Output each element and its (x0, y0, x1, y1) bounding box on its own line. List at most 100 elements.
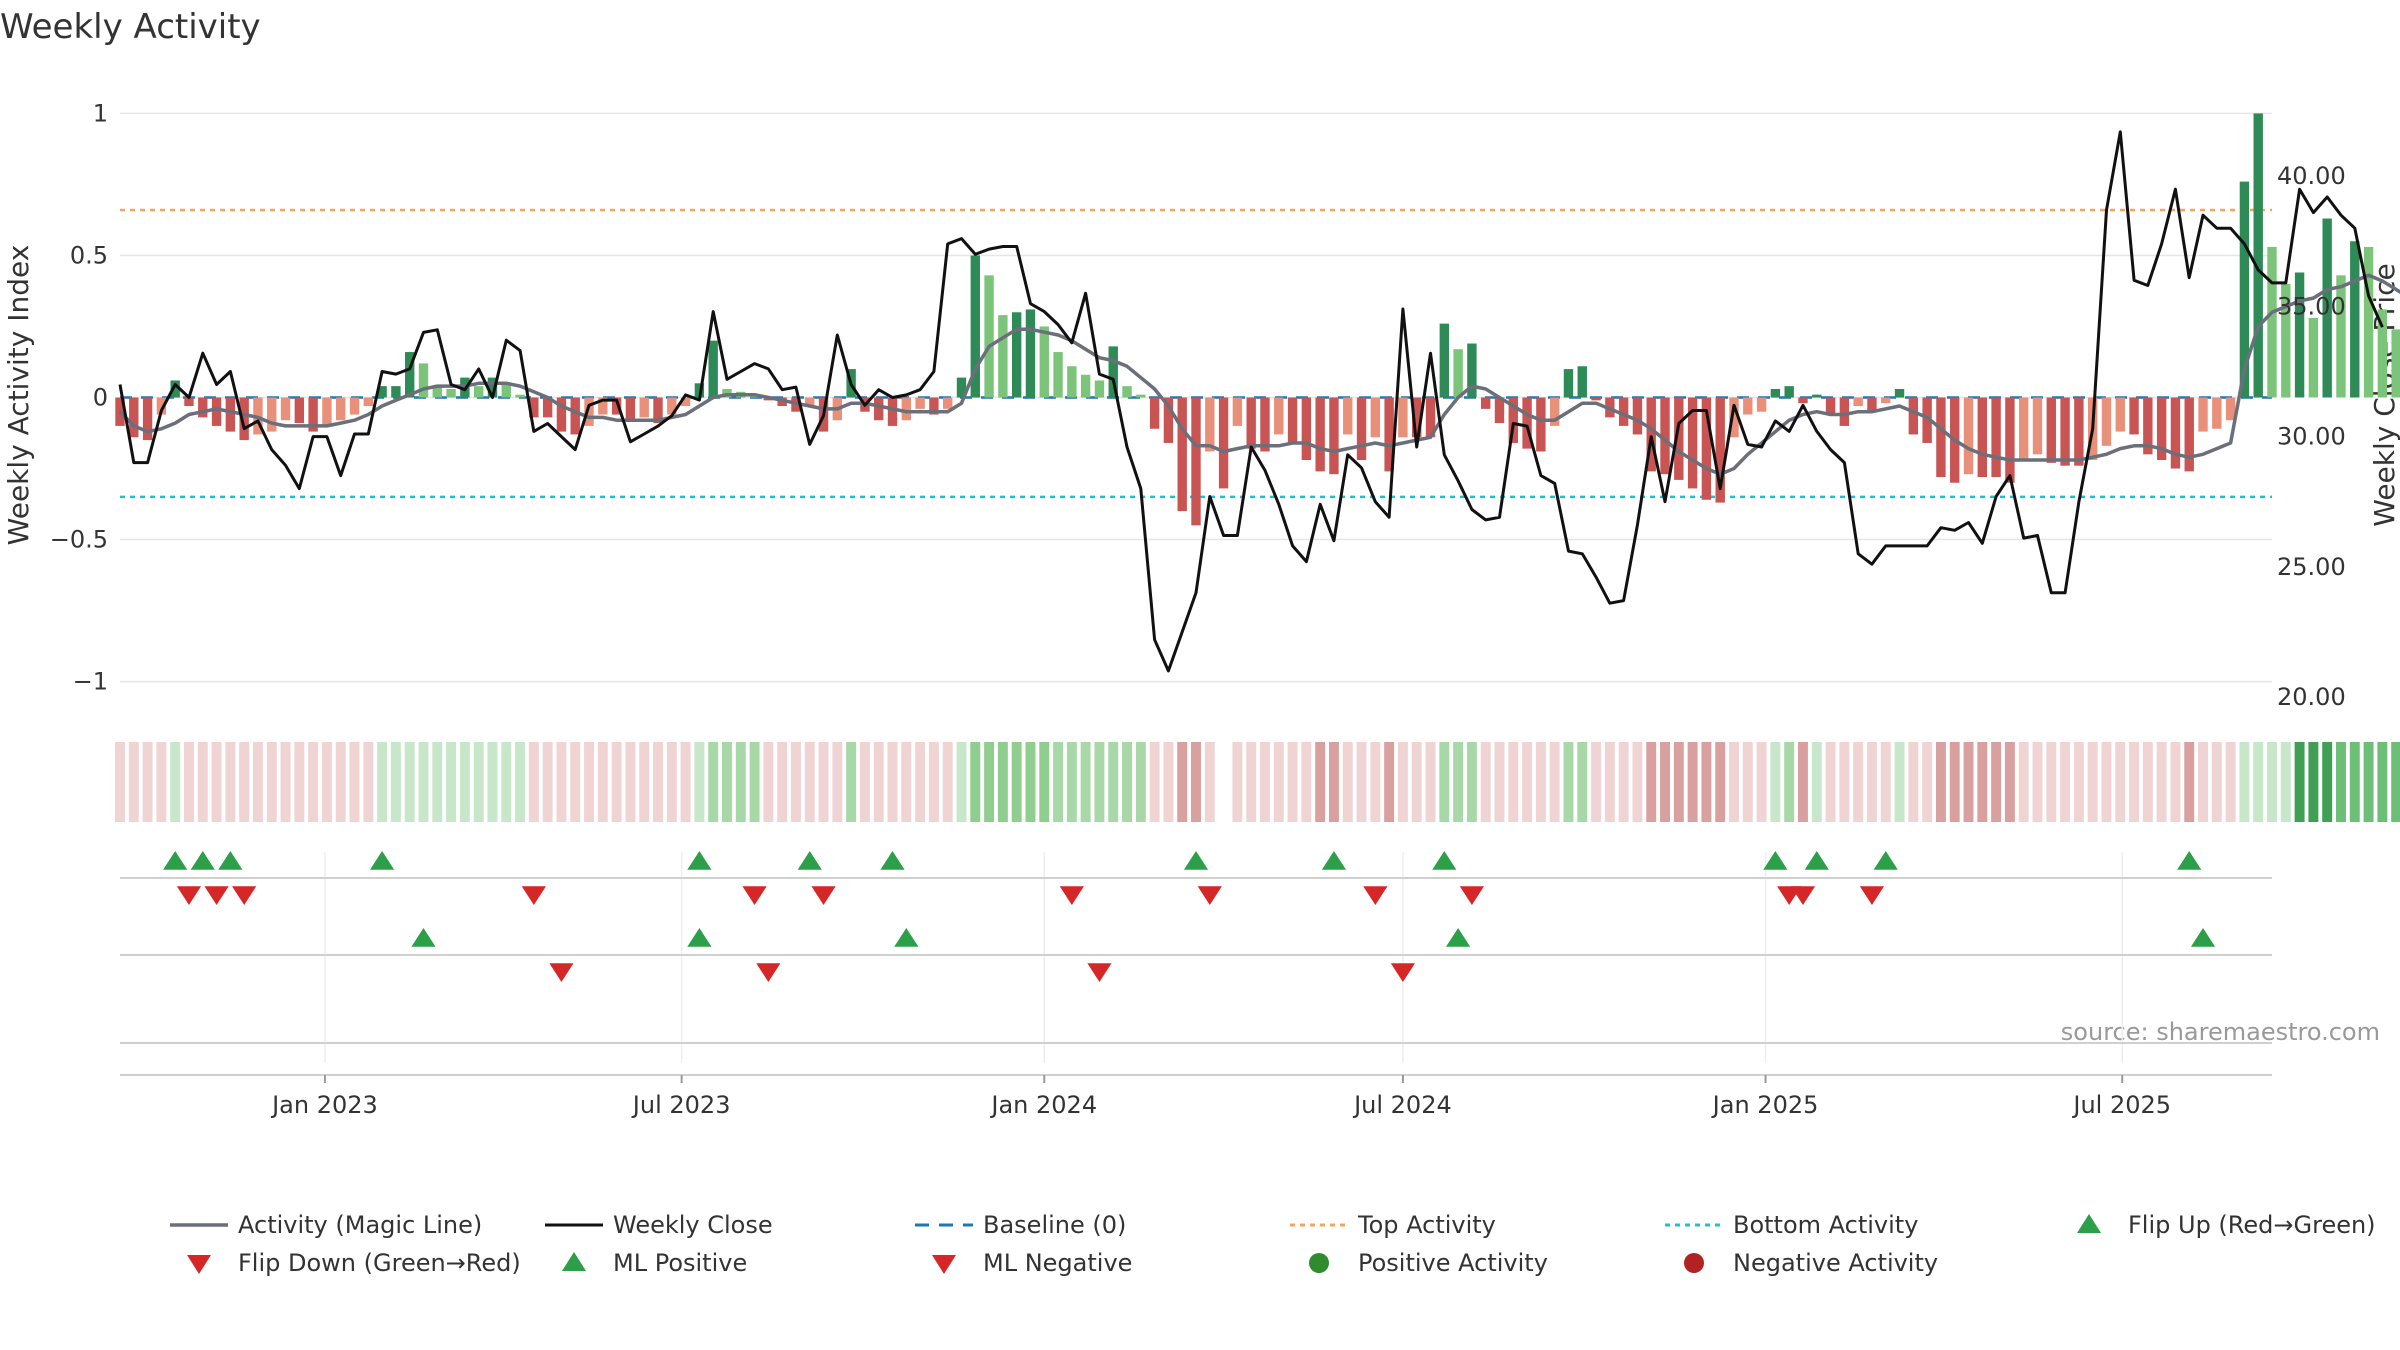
ribbon-cell (1204, 742, 1215, 822)
activity-bar (1122, 386, 1132, 398)
flip-down-marker (1790, 886, 1816, 905)
ribbon-cell (1949, 742, 1960, 822)
activity-bar (1522, 397, 1532, 449)
ribbon-cell (1425, 742, 1436, 822)
ml-up-marker (2190, 928, 2216, 947)
flip-up-marker (687, 851, 712, 870)
activity-bar (708, 340, 718, 398)
activity-bar (2143, 397, 2153, 455)
source-label: source: sharemaestro.com (2061, 1018, 2380, 1046)
activity-bar (1191, 397, 1201, 526)
activity-bar (363, 397, 373, 407)
activity-bar (2101, 397, 2112, 446)
ribbon-cell (749, 742, 760, 822)
ribbon-cell (1011, 742, 1022, 822)
ribbon-cell (128, 742, 139, 822)
activity-bar (1632, 397, 1643, 435)
activity-bar (1922, 397, 1932, 443)
flip-down-marker (1859, 886, 1885, 905)
legend-label: Activity (Magic Line) (238, 1211, 482, 1239)
activity-bar (515, 394, 525, 398)
ribbon-cell (777, 742, 788, 822)
activity-bar (2350, 241, 2360, 398)
ribbon-cell (887, 742, 898, 822)
flip-down-marker (232, 886, 257, 905)
activity-bar (267, 397, 277, 432)
activity-bar (625, 397, 636, 421)
flip-down-marker (176, 886, 202, 905)
ribbon-cell (225, 742, 236, 822)
ribbon-cell (1908, 742, 1919, 822)
legend-swatch (562, 1252, 586, 1271)
ribbon-cell (570, 742, 581, 822)
activity-bar (1977, 397, 1987, 478)
ribbon-cell (294, 742, 305, 822)
ribbon-cell (2267, 742, 2277, 822)
ribbon-cell (390, 742, 401, 822)
ribbon-cell (1384, 742, 1395, 822)
ml-down-marker (1390, 963, 1416, 982)
activity-bar (1908, 397, 1919, 435)
ribbon-cell (956, 742, 967, 822)
y-axis-left-title: Weekly Activity Index (2, 245, 35, 546)
activity-bar (1329, 397, 1339, 475)
ribbon-cell (1508, 742, 1519, 822)
flip-up-marker (1873, 851, 1898, 870)
ribbon-cell (1273, 742, 1284, 822)
activity-bar (1205, 397, 1215, 452)
activity-bar (2267, 246, 2277, 398)
ribbon-cell (984, 742, 995, 822)
ribbon-cell (363, 742, 374, 822)
ml-down-marker (549, 963, 574, 982)
ribbon-cell (1687, 742, 1698, 822)
ribbon-cell (942, 742, 953, 822)
x-tick-label: Jan 2024 (989, 1091, 1097, 1119)
activity-bar (1591, 397, 1601, 401)
ribbon-cell (1232, 742, 1243, 822)
activity-bar (984, 275, 994, 398)
ribbon-cell (1356, 742, 1367, 822)
activity-bar (2184, 397, 2194, 472)
ribbon-cell (2184, 742, 2195, 822)
legend-item: Baseline (0) (915, 1211, 1126, 1239)
activity-bar (970, 255, 980, 398)
ribbon-cell (515, 742, 526, 822)
activity-bar (1467, 343, 1477, 398)
flip-up-marker (1321, 851, 1347, 870)
series-lines (118, 130, 2400, 673)
activity-bar (2170, 397, 2181, 469)
ribbon-cell (1439, 742, 1450, 822)
activity-bar (2115, 397, 2125, 432)
activity-bar (874, 397, 884, 421)
activity-bars (115, 113, 2400, 526)
activity-bar (2239, 181, 2250, 398)
activity-bar (2225, 397, 2236, 421)
ribbon-cell (1494, 742, 1505, 822)
ribbon-cell (846, 742, 857, 822)
ribbon-cell (2363, 742, 2374, 822)
ribbon-cell (239, 742, 250, 822)
ribbon-cell (446, 742, 457, 822)
activity-bar (1577, 366, 1587, 398)
activity-bar (377, 386, 387, 398)
x-tick-label: Jul 2023 (631, 1091, 731, 1119)
x-axis: Jan 2023 Jul 2023 Jan 2024 Jul 2024 Jan 2025… (120, 1074, 2272, 1119)
activity-bar (2129, 397, 2139, 435)
ribbon-cell (2239, 742, 2250, 822)
ml-down-marker (756, 963, 781, 982)
flip-down-marker (1197, 886, 1222, 905)
ribbon-cell (2377, 742, 2388, 822)
ribbon-cell (639, 742, 650, 822)
ribbon-cell (1301, 742, 1312, 822)
activity-bar (1991, 397, 2001, 478)
activity-bar (1136, 394, 1146, 398)
activity-bar (1343, 397, 1353, 435)
activity-bar (1963, 397, 1974, 475)
activity-bar (1825, 397, 1836, 415)
activity-bar (1011, 312, 1022, 398)
activity-bar (2212, 397, 2222, 429)
legend-label: Negative Activity (1733, 1249, 1938, 1277)
ribbon-cell (1715, 742, 1726, 822)
y-right-tick-label: 30.00 (2277, 423, 2346, 451)
